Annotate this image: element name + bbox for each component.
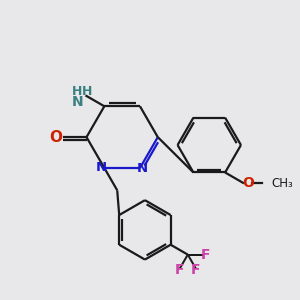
Text: CH₃: CH₃ [272, 177, 293, 190]
Text: N: N [136, 163, 148, 176]
Text: F: F [175, 263, 184, 277]
Text: N: N [72, 95, 83, 109]
Text: F: F [191, 263, 200, 277]
Text: N: N [96, 160, 107, 173]
Text: H: H [82, 85, 93, 98]
Text: F: F [201, 248, 210, 262]
Text: O: O [49, 130, 62, 145]
Text: O: O [242, 176, 254, 190]
Text: H: H [72, 85, 83, 98]
